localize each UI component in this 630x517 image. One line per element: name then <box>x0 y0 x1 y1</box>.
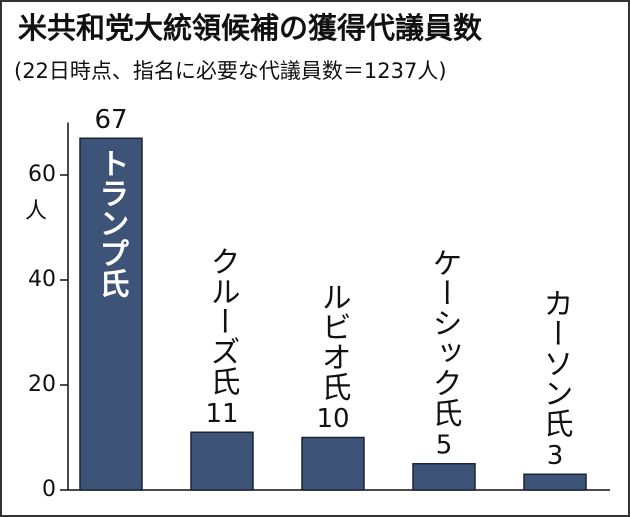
value-label: 67 <box>94 105 127 135</box>
chart-subtitle: (22日時点、指名に必要な代議員数＝1237人) <box>14 59 447 83</box>
y-tick-label: 0 <box>42 477 56 502</box>
y-tick-label: 40 <box>28 267 56 292</box>
bar <box>301 436 365 491</box>
bar <box>412 463 476 491</box>
value-label: 10 <box>316 404 349 434</box>
category-label: カーソン氏 <box>538 288 573 438</box>
value-label: 3 <box>547 441 564 471</box>
y-tick-label: 60 <box>28 162 56 187</box>
category-label: ルビオ氏 <box>316 282 351 402</box>
chart-title: 米共和党大統領候補の獲得代議員数 <box>18 11 483 45</box>
bar <box>523 473 587 491</box>
category-label: トランプ氏 <box>94 148 129 298</box>
value-label: 5 <box>436 430 453 460</box>
category-label: ケーシック氏 <box>427 248 462 428</box>
y-tick-label: 20 <box>28 372 56 397</box>
value-label: 11 <box>205 399 238 429</box>
y-unit: 人 <box>25 199 47 224</box>
bar <box>190 431 254 491</box>
bar <box>79 137 143 491</box>
category-label: クルーズ氏 <box>205 246 240 396</box>
